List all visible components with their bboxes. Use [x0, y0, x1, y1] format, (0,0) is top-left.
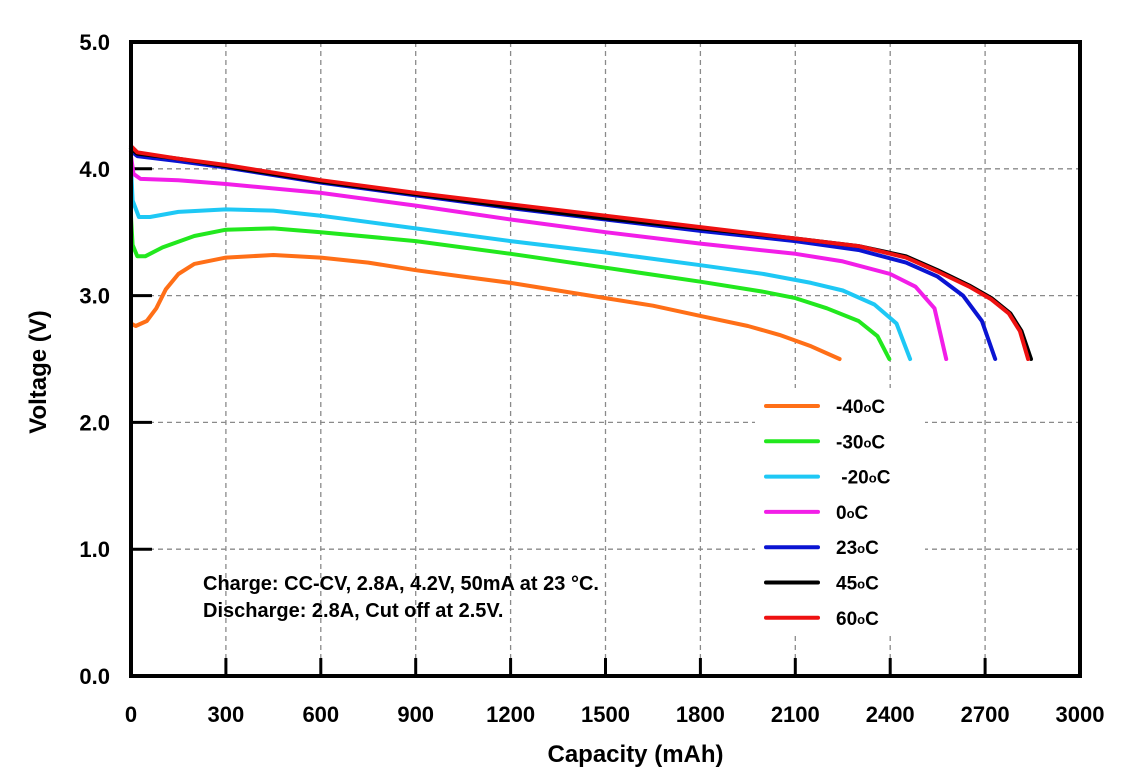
- legend-label: 0oC: [836, 503, 869, 524]
- x-tick-label: 2100: [771, 702, 820, 727]
- y-tick-labels: 0.0 1.0 2.0 3.0 4.0 5.0: [79, 30, 110, 689]
- series-line-minus40: [129, 253, 842, 361]
- x-tick-labels: 0 300 600 900 1200 1500 1800 2100 2400 2700 3000: [125, 702, 1105, 727]
- legend-label: 60oC: [836, 609, 879, 630]
- legend-label: -40oC: [836, 397, 885, 418]
- series-line-60: [129, 144, 1031, 361]
- x-tick-label: 1200: [486, 702, 535, 727]
- charge-condition-note: Charge: CC-CV, 2.8A, 4.2V, 50mA at 23 °C…: [203, 573, 599, 595]
- legend-item: 23oC: [764, 538, 879, 559]
- x-tick-label: 1800: [676, 702, 725, 727]
- legend-label: 23oC: [836, 538, 879, 559]
- y-tick-label: 2.0: [79, 410, 110, 435]
- legend-item: 60oC: [764, 609, 879, 630]
- tick-marks: [131, 167, 987, 676]
- legend-item: -40oC: [764, 397, 885, 418]
- x-tick-label: 600: [302, 702, 339, 727]
- series-lines: [129, 144, 1033, 361]
- legend-item: -20oC: [764, 468, 891, 489]
- series-line-0: [129, 154, 949, 361]
- series-line-minus30: [129, 215, 892, 361]
- legend: -40oC -30oC -20oC 0oC 23oC 45oC 60oC: [755, 388, 925, 636]
- y-axis-title: Voltage (V): [25, 310, 52, 434]
- legend-item: 0oC: [764, 503, 869, 524]
- legend-label: -20oC: [836, 468, 891, 489]
- y-tick-label: 3.0: [79, 284, 110, 309]
- legend-item: -30oC: [764, 432, 885, 453]
- y-tick-label: 0.0: [79, 664, 110, 689]
- y-tick-label: 5.0: [79, 30, 110, 55]
- x-tick-label: 1500: [581, 702, 630, 727]
- x-tick-label: 300: [208, 702, 245, 727]
- legend-label: 45oC: [836, 574, 879, 595]
- legend-label: -30oC: [836, 432, 885, 453]
- x-axis-title: Capacity (mAh): [547, 741, 723, 768]
- series-line-minus20: [129, 164, 913, 361]
- x-tick-label: 2400: [866, 702, 915, 727]
- discharge-condition-note: Discharge: 2.8A, Cut off at 2.5V.: [203, 600, 503, 622]
- x-tick-label: 3000: [1056, 702, 1105, 727]
- legend-item: 45oC: [764, 574, 879, 595]
- y-tick-label: 4.0: [79, 157, 110, 182]
- x-tick-label: 2700: [961, 702, 1010, 727]
- plot-frame: [129, 40, 1082, 678]
- test-conditions-annotation: Charge: CC-CV, 2.8A, 4.2V, 50mA at 23 °C…: [203, 573, 599, 622]
- x-tick-label: 0: [125, 702, 137, 727]
- y-tick-label: 1.0: [79, 537, 110, 562]
- x-tick-label: 900: [397, 702, 434, 727]
